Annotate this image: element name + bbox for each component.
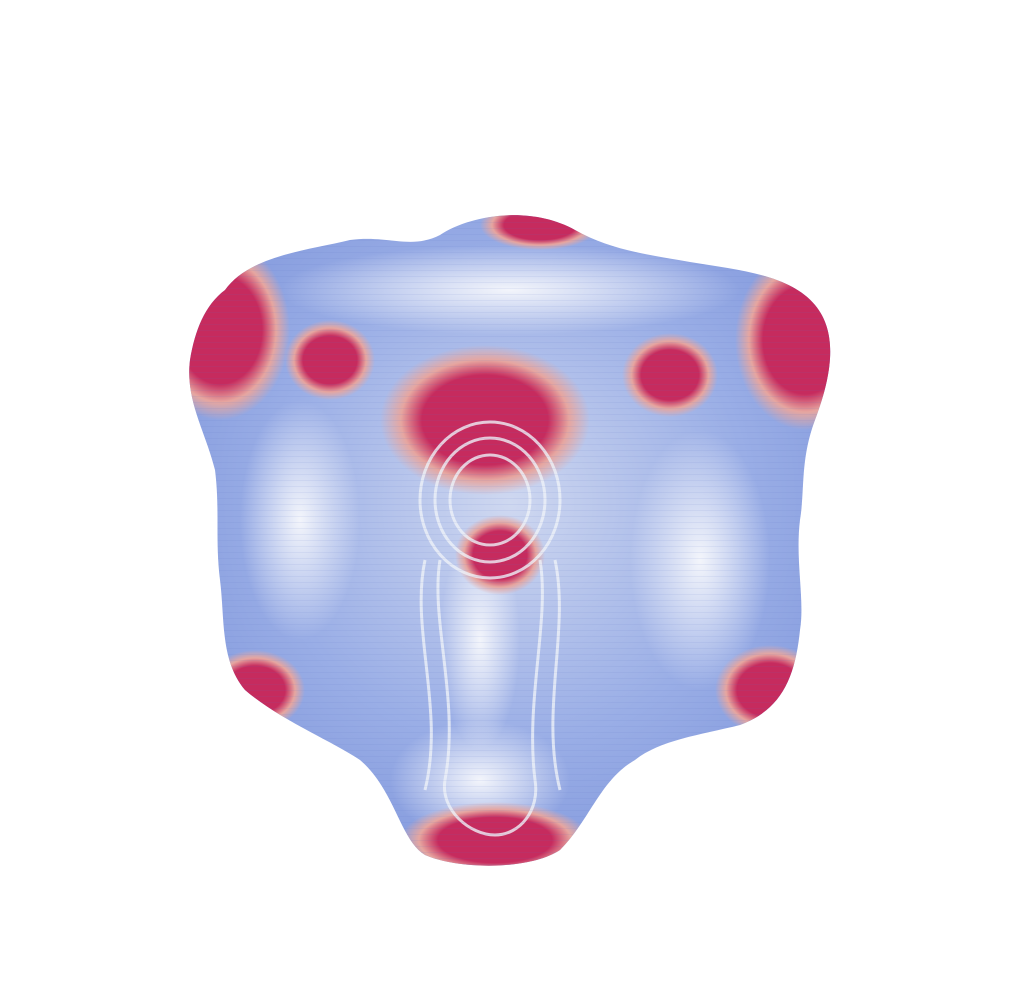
surface-body [189,215,831,866]
